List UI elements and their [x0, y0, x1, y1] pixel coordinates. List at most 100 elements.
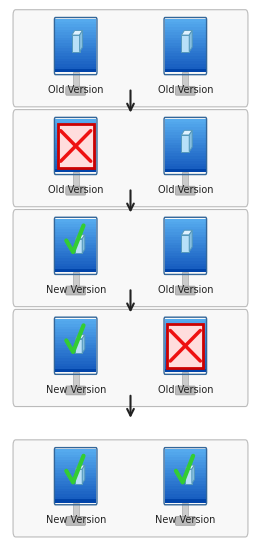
Bar: [165, 148, 206, 151]
FancyBboxPatch shape: [182, 503, 188, 518]
Bar: [55, 465, 96, 468]
Bar: [55, 264, 96, 267]
Text: Old Version: Old Version: [158, 85, 213, 95]
Bar: [55, 353, 96, 356]
FancyBboxPatch shape: [13, 110, 248, 207]
Bar: [165, 27, 206, 30]
Bar: [165, 156, 206, 159]
Bar: [165, 253, 206, 256]
Bar: [165, 335, 206, 338]
Bar: [55, 330, 96, 332]
Bar: [165, 452, 206, 455]
Text: New Version: New Version: [45, 285, 106, 295]
Bar: [165, 240, 206, 243]
Bar: [75, 469, 82, 483]
Bar: [55, 340, 96, 343]
Bar: [165, 24, 206, 28]
Polygon shape: [82, 235, 85, 253]
Bar: [55, 232, 96, 235]
Bar: [165, 250, 206, 254]
FancyBboxPatch shape: [13, 209, 248, 306]
Bar: [165, 159, 206, 162]
Text: Old Version: Old Version: [158, 185, 213, 195]
Bar: [55, 462, 96, 466]
Bar: [55, 230, 96, 233]
Bar: [165, 145, 206, 149]
Bar: [165, 462, 206, 466]
Polygon shape: [189, 130, 192, 152]
Bar: [165, 138, 206, 141]
Bar: [165, 481, 206, 484]
Bar: [55, 369, 96, 372]
Bar: [55, 235, 96, 238]
Bar: [165, 348, 206, 351]
Bar: [55, 138, 96, 141]
Bar: [165, 269, 206, 272]
Bar: [165, 266, 206, 270]
Bar: [55, 238, 96, 241]
Bar: [55, 166, 96, 170]
Bar: [55, 69, 96, 72]
Bar: [165, 345, 206, 349]
Bar: [55, 240, 96, 243]
Bar: [165, 130, 206, 133]
Bar: [55, 253, 96, 256]
Bar: [165, 356, 206, 359]
Bar: [165, 330, 206, 332]
Bar: [55, 119, 96, 122]
Polygon shape: [192, 465, 194, 483]
Bar: [55, 321, 96, 325]
Bar: [165, 327, 206, 330]
Bar: [165, 166, 206, 170]
Bar: [165, 19, 206, 22]
Bar: [165, 143, 206, 146]
Bar: [165, 492, 206, 495]
Bar: [55, 259, 96, 261]
Text: Old Version: Old Version: [48, 185, 103, 195]
Bar: [165, 457, 206, 461]
Bar: [55, 319, 96, 322]
Bar: [165, 245, 206, 249]
FancyBboxPatch shape: [182, 172, 188, 188]
Bar: [55, 450, 96, 452]
FancyBboxPatch shape: [73, 503, 79, 518]
FancyBboxPatch shape: [13, 10, 248, 107]
FancyBboxPatch shape: [182, 272, 188, 287]
Bar: [55, 335, 96, 338]
Bar: [165, 486, 206, 490]
Bar: [55, 153, 96, 157]
Bar: [165, 43, 206, 46]
Bar: [165, 248, 206, 251]
Bar: [165, 366, 206, 370]
Bar: [165, 369, 206, 372]
Bar: [55, 59, 96, 62]
Polygon shape: [72, 31, 82, 35]
Polygon shape: [181, 230, 192, 235]
Bar: [165, 61, 206, 64]
Bar: [55, 35, 96, 38]
Bar: [55, 135, 96, 138]
FancyBboxPatch shape: [182, 72, 188, 88]
Bar: [55, 500, 96, 503]
FancyBboxPatch shape: [66, 86, 86, 95]
Bar: [165, 476, 206, 479]
Bar: [165, 478, 206, 481]
Polygon shape: [75, 335, 85, 339]
Bar: [55, 476, 96, 479]
Bar: [55, 269, 96, 272]
Bar: [165, 238, 206, 241]
Bar: [55, 348, 96, 351]
Bar: [165, 164, 206, 167]
Bar: [165, 264, 206, 267]
Bar: [55, 127, 96, 130]
Bar: [165, 150, 206, 154]
Bar: [55, 19, 96, 22]
Bar: [181, 135, 189, 152]
Bar: [165, 364, 206, 367]
Bar: [75, 239, 82, 253]
Polygon shape: [82, 335, 85, 353]
Bar: [55, 356, 96, 359]
Polygon shape: [80, 31, 82, 52]
Bar: [55, 56, 96, 59]
Bar: [165, 351, 206, 354]
